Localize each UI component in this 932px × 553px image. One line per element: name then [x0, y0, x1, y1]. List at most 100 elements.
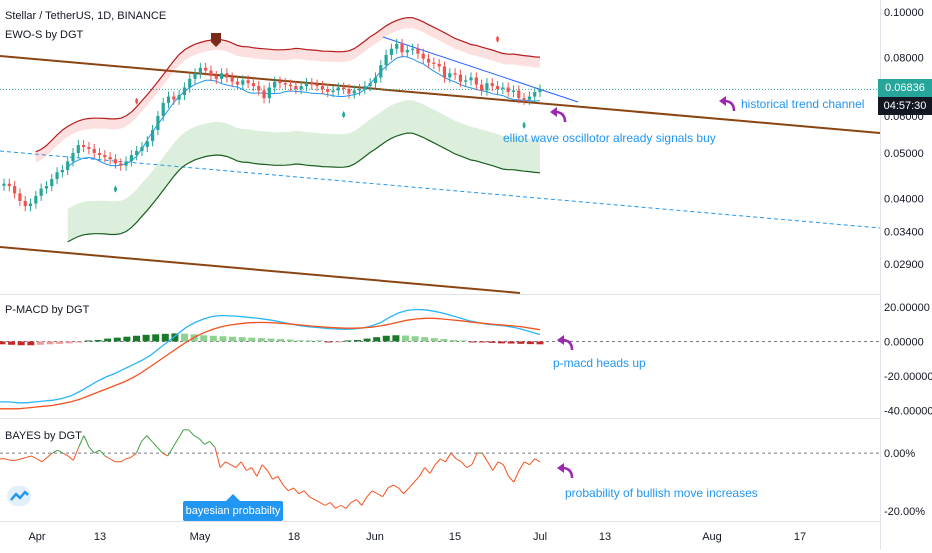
- main-pane: [0, 16, 881, 294]
- bayes-segment: [366, 490, 373, 497]
- candle-body: [145, 141, 149, 148]
- price-tick-label: 0.10000: [884, 7, 924, 19]
- time-tick-label: 13: [94, 531, 106, 543]
- candle-body: [209, 70, 213, 77]
- macd-histogram-bar: [526, 341, 534, 345]
- candle-body: [342, 87, 346, 89]
- candle-body: [103, 155, 107, 158]
- bayes-segment: [240, 461, 247, 471]
- buy-marker: [113, 185, 117, 193]
- candle-body: [135, 151, 139, 156]
- macd-histogram-bar: [36, 341, 44, 345]
- bayes-segment: [67, 455, 74, 461]
- macd-histogram-bar: [84, 340, 92, 342]
- signal-line: [0, 317, 541, 410]
- macd-histogram-bar: [459, 340, 467, 342]
- candle-body: [119, 163, 123, 166]
- macd-tick-label: 20.00000: [884, 302, 930, 314]
- bayes-segment: [345, 502, 352, 509]
- candle-body: [219, 73, 224, 79]
- candle-body: [405, 49, 409, 53]
- candle-body: [257, 86, 261, 91]
- candle-body: [225, 73, 229, 78]
- bayes-segment: [371, 490, 378, 495]
- candle-body: [150, 129, 155, 142]
- bayes-segment: [387, 484, 394, 489]
- bayes-segment: [434, 458, 441, 466]
- candle-body: [485, 83, 489, 91]
- bayes-segment: [455, 458, 462, 463]
- candle-body: [379, 65, 383, 78]
- bayes-segment: [177, 429, 184, 439]
- candle-body: [331, 90, 335, 92]
- candle-body: [501, 87, 505, 89]
- price-tick-label: 0.02900: [884, 259, 924, 271]
- candle-body: [97, 153, 102, 156]
- candle-body: [294, 86, 298, 89]
- macd-histogram-bar: [65, 341, 73, 344]
- pmacd-indicator-label[interactable]: P-MACD by DGT: [5, 304, 90, 316]
- candle-body: [522, 98, 526, 100]
- macd-histogram-bar: [305, 340, 313, 342]
- bayes-segment: [361, 496, 368, 506]
- candle-body: [113, 159, 118, 164]
- curved-arrow-icon: [557, 335, 574, 351]
- bayes-segment: [392, 484, 399, 489]
- candle-body: [18, 193, 22, 201]
- candle-body: [92, 149, 96, 154]
- bayes-segment: [340, 504, 347, 509]
- bayes-indicator-label[interactable]: BAYES by DGT: [5, 430, 82, 442]
- candle-body: [437, 63, 441, 67]
- bayes-segment: [130, 452, 137, 458]
- bayes-segment: [502, 464, 509, 477]
- bayes-segment: [94, 449, 100, 454]
- bayes-probability-tag[interactable]: bayesian probabilty ...: [183, 501, 283, 537]
- macd-histogram-bar: [209, 335, 217, 342]
- bayes-segment: [31, 455, 37, 460]
- macd-histogram-bar: [161, 333, 169, 342]
- bayes-segment: [508, 475, 515, 483]
- macd-histogram-bar: [469, 341, 477, 343]
- macd-histogram-bar: [411, 336, 419, 342]
- macd-histogram-bar: [353, 340, 361, 342]
- bayes-segment: [534, 458, 541, 463]
- bayes-segment: [513, 470, 520, 483]
- bayes-segment: [125, 456, 132, 460]
- ewo-indicator-label[interactable]: EWO-S by DGT: [5, 29, 84, 41]
- bayes-segment: [188, 429, 195, 436]
- macd-histogram-bar: [421, 337, 429, 342]
- bayes-segment: [309, 496, 315, 500]
- bayes-segment: [78, 435, 85, 448]
- bayes-segment: [356, 499, 363, 506]
- bayes-segment: [193, 435, 200, 439]
- bayes-segment: [209, 441, 216, 448]
- candle-body: [273, 81, 277, 88]
- bayes-segment: [492, 461, 499, 471]
- candle-body: [60, 169, 64, 173]
- candle-body: [299, 86, 303, 89]
- sell-marker: [496, 35, 500, 43]
- bayes-segment: [261, 464, 268, 471]
- bayes-segment: [214, 447, 221, 468]
- bayes-segment: [460, 461, 467, 468]
- time-tick-label: 18: [288, 531, 300, 543]
- bayes-segment: [172, 438, 179, 448]
- bayes-segment: [246, 467, 252, 471]
- tradingview-logo[interactable]: [7, 486, 31, 506]
- bayes-segment: [36, 458, 43, 463]
- bayes-segment: [156, 446, 163, 454]
- curved-arrow-icon: [557, 463, 574, 479]
- candle-body: [336, 87, 340, 91]
- bayes-segment: [481, 452, 489, 463]
- macd-histogram-bar: [488, 341, 496, 343]
- bayes-segment: [20, 456, 27, 460]
- annotation-ewo-signal: elliot wave oscillotor already signals b…: [503, 131, 716, 145]
- curved-arrow-icon: [719, 96, 736, 112]
- macd-histogram-bar: [257, 338, 265, 342]
- bayes-segment: [151, 441, 158, 448]
- candle-body: [469, 77, 473, 81]
- candle-body: [2, 183, 6, 186]
- trendline-resistance: [382, 36, 579, 103]
- bayes-segment: [398, 487, 405, 495]
- annotation-trend-channel: historical trend channel: [741, 97, 865, 111]
